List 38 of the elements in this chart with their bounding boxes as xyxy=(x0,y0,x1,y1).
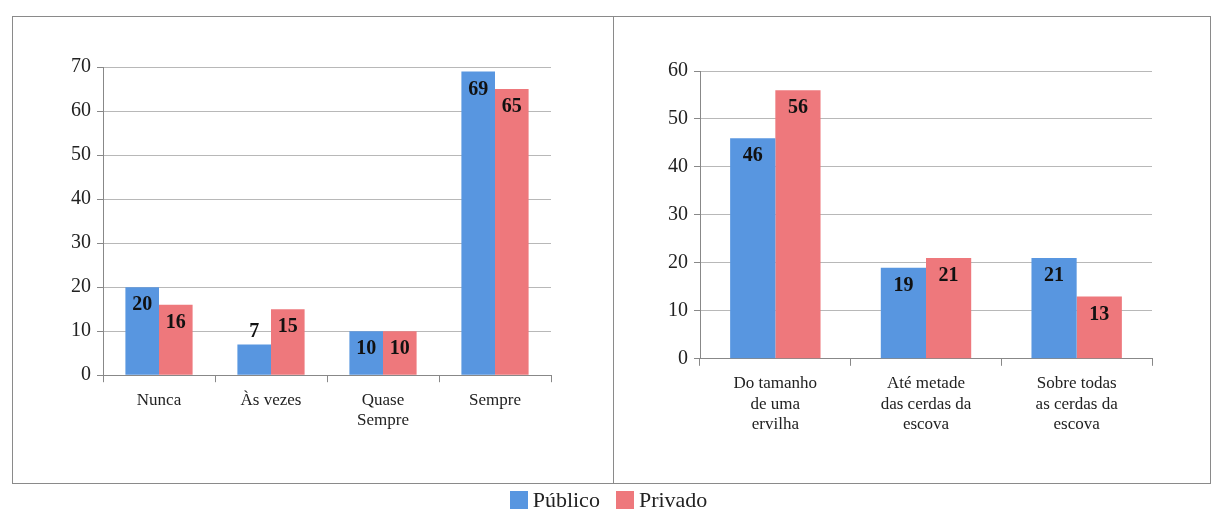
data-label: 21 xyxy=(1044,263,1065,286)
y-tick-label: 0 xyxy=(678,346,688,369)
y-tick-label: 50 xyxy=(668,106,688,129)
data-label: 10 xyxy=(389,336,410,359)
y-tick-label: 20 xyxy=(71,274,91,297)
data-label: 16 xyxy=(165,309,186,332)
y-tick-label: 40 xyxy=(668,154,688,177)
y-tick-label: 70 xyxy=(71,54,91,77)
data-label: 20 xyxy=(132,292,153,315)
data-label: 65 xyxy=(501,94,522,117)
y-tick-label: 0 xyxy=(81,362,91,385)
y-tick-label: 60 xyxy=(71,98,91,121)
y-tick-label: 10 xyxy=(668,298,688,321)
data-label: 56 xyxy=(787,95,808,118)
x-tick-label: Até metade das cerdas da escova xyxy=(880,373,972,434)
data-label: 21 xyxy=(938,263,959,286)
y-tick-label: 20 xyxy=(668,250,688,273)
x-tick-label: Sempre xyxy=(469,389,521,409)
legend-label: Privado xyxy=(638,487,708,512)
y-tick-label: 10 xyxy=(71,318,91,341)
y-tick-label: 50 xyxy=(71,142,91,165)
x-tick-label: Nunca xyxy=(136,389,182,409)
y-tick-label: 60 xyxy=(668,58,688,81)
x-tick-label: Sobre todas as cerdas da escova xyxy=(1035,373,1119,434)
data-label: 7 xyxy=(249,318,260,341)
data-label: 10 xyxy=(356,336,377,359)
data-label: 69 xyxy=(468,76,489,99)
x-tick-label: Quase Sempre xyxy=(357,389,409,430)
data-label: 13 xyxy=(1089,301,1110,324)
x-tick-label: Às vezes xyxy=(240,389,302,409)
data-label: 15 xyxy=(277,314,298,337)
y-tick-label: 40 xyxy=(71,186,91,209)
data-label: 19 xyxy=(893,272,914,295)
data-label: 46 xyxy=(742,143,763,166)
y-tick-label: 30 xyxy=(71,230,91,253)
x-tick-label: Do tamanho de uma ervilha xyxy=(733,373,818,434)
y-tick-label: 30 xyxy=(668,202,688,225)
legend-label: Público xyxy=(532,487,600,512)
